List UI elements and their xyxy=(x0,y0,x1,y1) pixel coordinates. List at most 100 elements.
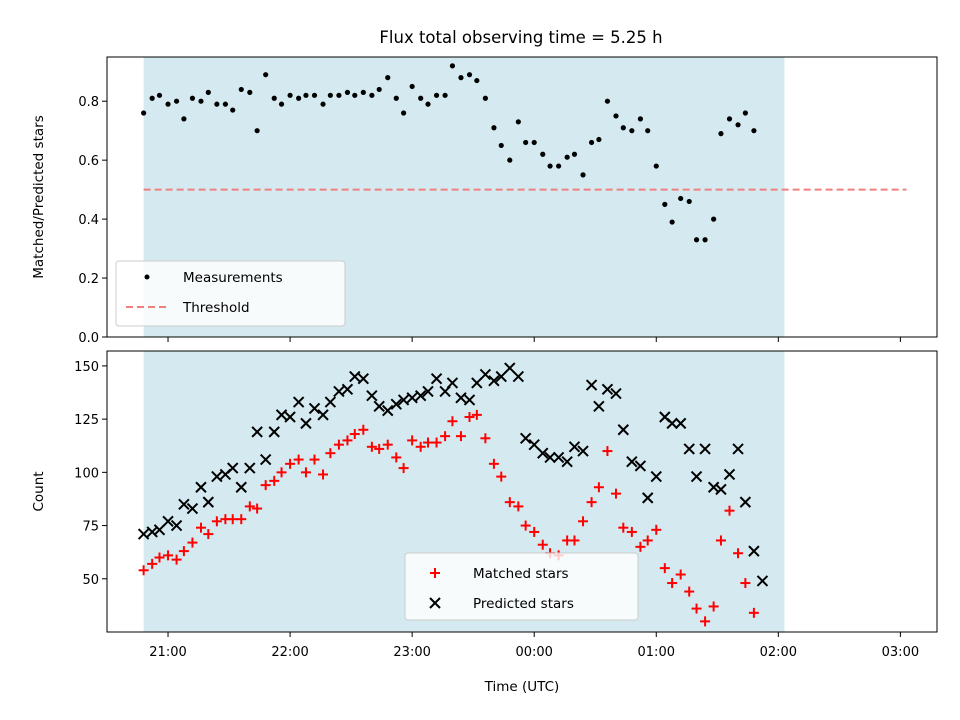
bot-ytick-label: 75 xyxy=(82,520,99,535)
bottom-legend: Matched stars Predicted stars xyxy=(404,552,639,621)
matched-point xyxy=(586,497,597,508)
top-series-group xyxy=(141,63,907,243)
predicted-point xyxy=(626,455,638,468)
predicted-point xyxy=(455,392,467,404)
predicted-point xyxy=(568,441,581,453)
matched-point xyxy=(455,431,466,442)
legend-measurements-label: Measurements xyxy=(183,270,283,286)
matched-point xyxy=(325,448,336,459)
bottom-y-ticks: 50 75 100 125 150 xyxy=(74,360,107,588)
matched-point xyxy=(715,535,726,546)
legend-plus-glyph xyxy=(430,568,440,578)
matched-point xyxy=(244,501,255,512)
predicted-point xyxy=(170,519,183,532)
measurement-point xyxy=(515,119,521,125)
x-tick-label: 03:00 xyxy=(882,645,919,660)
matched-point xyxy=(642,535,653,546)
measurement-point xyxy=(418,95,424,101)
measurement-point xyxy=(637,116,643,122)
predicted-point xyxy=(366,389,378,402)
matched-point xyxy=(733,548,744,559)
predicted-point xyxy=(317,409,329,421)
matched-point xyxy=(618,522,629,533)
legend-predicted-marker xyxy=(429,597,441,609)
measurement-point xyxy=(393,95,399,101)
predicted-point xyxy=(593,400,605,413)
bottom-axes-frame xyxy=(106,350,938,633)
legend-matched-marker xyxy=(430,568,440,578)
bottom-x-ticks: 21:00 22:00 23:00 00:00 01:00 02:00 03:00 xyxy=(149,632,919,660)
measurement-point xyxy=(620,125,626,131)
predicted-point xyxy=(390,398,402,410)
predicted-point xyxy=(601,383,614,396)
matched-point xyxy=(415,441,426,452)
matched-point xyxy=(138,565,149,576)
matched-point xyxy=(358,424,369,435)
matched-point xyxy=(171,554,182,565)
x-tick-label: 00:00 xyxy=(515,645,552,660)
matched-point xyxy=(659,563,670,574)
measurement-point xyxy=(442,92,448,98)
matched-point xyxy=(374,443,385,454)
predicted-point xyxy=(357,372,370,385)
legend-matched-label: Matched stars xyxy=(473,566,569,582)
measurement-point xyxy=(458,75,464,81)
legend-cross-glyph xyxy=(429,597,441,609)
matched-point xyxy=(300,467,311,478)
matched-point xyxy=(423,437,434,448)
measurement-point xyxy=(303,92,309,98)
predicted-point xyxy=(756,575,769,587)
matched-point xyxy=(154,552,165,563)
matched-point xyxy=(382,439,393,450)
matched-point xyxy=(276,467,287,478)
predicted-point xyxy=(471,377,483,389)
predicted-point xyxy=(284,411,296,423)
measurement-point xyxy=(498,142,504,149)
measurement-point xyxy=(564,154,570,160)
matched-point xyxy=(635,541,646,552)
matched-point xyxy=(691,603,702,614)
predicted-point xyxy=(715,483,727,496)
predicted-point xyxy=(666,417,678,430)
matched-point xyxy=(163,550,174,561)
measurement-point xyxy=(230,107,236,113)
matched-point xyxy=(309,454,320,465)
measurement-point xyxy=(189,95,196,101)
top-ytick-label: 0.2 xyxy=(78,272,99,287)
predicted-point xyxy=(235,481,247,493)
measurement-point xyxy=(409,83,415,90)
predicted-point xyxy=(519,432,532,444)
measurement-point xyxy=(491,125,497,131)
bot-ytick-label: 150 xyxy=(74,360,99,375)
measurement-point xyxy=(205,89,211,95)
measurement-point xyxy=(556,163,562,169)
measurement-point xyxy=(181,116,187,122)
predicted-point xyxy=(162,515,174,528)
measurement-point xyxy=(425,101,431,107)
matched-point xyxy=(333,439,344,450)
measurement-point xyxy=(669,219,675,225)
predicted-point xyxy=(748,545,760,557)
matched-point xyxy=(684,586,695,597)
predicted-point xyxy=(146,526,158,538)
predicted-point xyxy=(211,470,223,483)
predicted-point xyxy=(373,400,385,413)
matched-point xyxy=(504,497,515,508)
matched-point xyxy=(569,535,580,546)
measurement-point xyxy=(214,101,220,107)
predicted-point xyxy=(739,496,752,508)
predicted-point xyxy=(382,404,394,417)
matched-point xyxy=(578,516,589,527)
matched-point xyxy=(147,558,158,569)
matched-point xyxy=(537,539,548,550)
predicted-point xyxy=(292,396,305,408)
bottom-series-group xyxy=(137,362,769,627)
measurement-point xyxy=(604,98,611,104)
matched-point xyxy=(211,516,222,527)
predicted-point xyxy=(617,424,630,436)
predicted-point xyxy=(202,496,215,508)
predicted-point xyxy=(674,417,687,430)
measurement-point xyxy=(173,98,180,104)
predicted-point xyxy=(430,372,443,385)
measurement-point xyxy=(449,63,456,69)
